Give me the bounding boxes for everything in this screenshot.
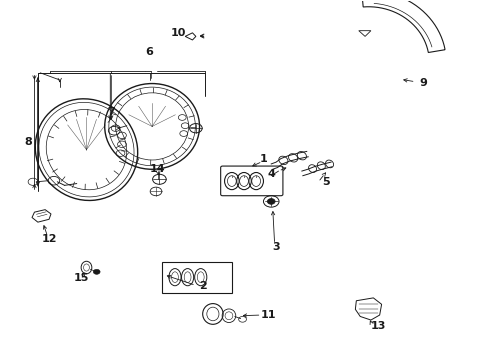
Text: 9: 9 [419,78,427,88]
Text: 7: 7 [107,107,115,117]
Text: 3: 3 [272,242,279,252]
Circle shape [267,199,275,204]
Text: 4: 4 [267,168,275,179]
Circle shape [93,269,100,274]
Text: 8: 8 [24,138,32,148]
Text: 11: 11 [261,310,276,320]
Text: 1: 1 [260,154,267,163]
Text: 2: 2 [199,282,206,292]
Text: 10: 10 [171,28,186,38]
Text: 5: 5 [322,177,329,187]
Text: 13: 13 [370,321,385,332]
Text: 6: 6 [145,47,153,57]
Bar [162,262,232,293]
Text: 15: 15 [74,273,89,283]
Text: 14: 14 [150,163,165,174]
Text: 12: 12 [41,234,57,244]
